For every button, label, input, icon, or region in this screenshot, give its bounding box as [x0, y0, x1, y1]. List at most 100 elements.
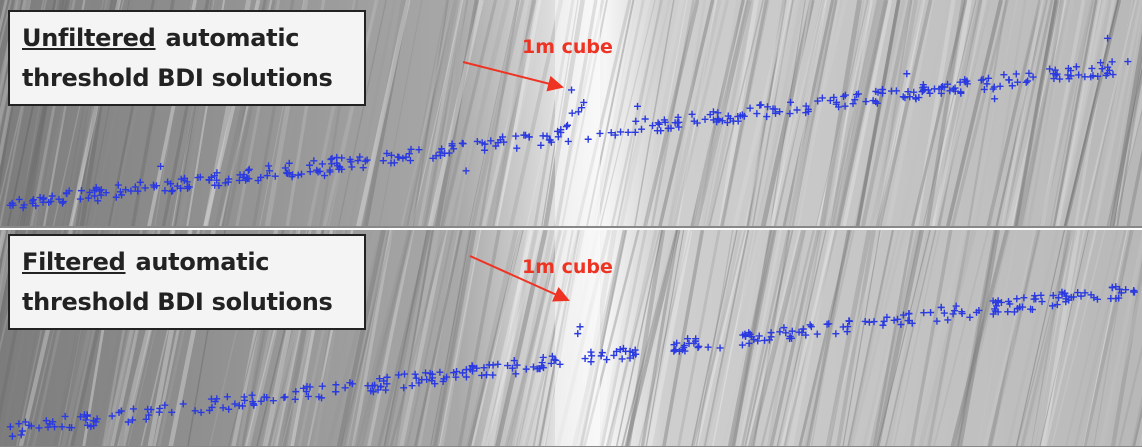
streak	[484, 230, 543, 447]
streak	[444, 0, 503, 227]
marker	[374, 386, 382, 394]
marker	[134, 187, 142, 195]
streak	[1080, 0, 1137, 227]
marker	[814, 97, 822, 105]
marker	[522, 365, 530, 373]
marker	[341, 384, 349, 392]
streak	[986, 0, 1042, 227]
streak	[995, 0, 1048, 227]
streak	[620, 230, 678, 447]
marker	[818, 94, 826, 102]
marker	[996, 82, 1004, 90]
marker	[568, 109, 576, 117]
streak	[1021, 0, 1075, 227]
marker	[1051, 66, 1059, 74]
streak	[467, 230, 524, 447]
streak	[910, 0, 968, 227]
streak	[1001, 0, 1044, 227]
streak	[756, 0, 805, 227]
streak	[645, 0, 688, 227]
streak	[732, 0, 790, 227]
marker	[520, 131, 528, 139]
marker	[118, 191, 126, 199]
marker	[39, 195, 47, 203]
streak	[1108, 72, 1142, 227]
marker	[194, 174, 202, 182]
streak	[770, 0, 826, 227]
marker	[327, 155, 335, 163]
streak	[703, 0, 749, 227]
streak	[876, 230, 931, 447]
marker	[958, 310, 966, 318]
marker	[181, 174, 189, 182]
marker	[168, 187, 176, 195]
streak	[619, 0, 672, 227]
marker	[734, 117, 742, 125]
marker	[61, 412, 69, 420]
marker	[1104, 34, 1112, 42]
marker	[271, 172, 279, 180]
marker	[292, 388, 300, 396]
marker	[879, 321, 887, 329]
marker	[346, 156, 354, 164]
marker	[576, 323, 584, 331]
streak	[441, 0, 478, 227]
marker	[1105, 66, 1113, 74]
streak	[494, 230, 538, 447]
marker	[257, 397, 265, 405]
streak	[790, 0, 839, 227]
marker	[240, 393, 248, 401]
marker	[574, 330, 582, 338]
streak	[488, 230, 533, 447]
marker	[966, 313, 974, 321]
streak	[850, 230, 906, 447]
streak	[849, 230, 895, 447]
streak	[394, 230, 440, 447]
streak	[729, 230, 777, 447]
marker	[59, 198, 67, 206]
marker	[714, 109, 722, 117]
marker	[1074, 289, 1082, 297]
streak	[705, 230, 762, 447]
marker	[97, 191, 105, 199]
streak	[389, 230, 447, 447]
marker	[626, 354, 634, 362]
streak	[377, 230, 432, 447]
streak	[362, 0, 405, 227]
panel	[0, 230, 1142, 447]
marker	[363, 156, 371, 164]
streak	[616, 0, 662, 227]
marker	[684, 335, 692, 343]
marker	[738, 341, 746, 349]
streak	[842, 0, 893, 227]
marker	[910, 88, 918, 96]
streak	[802, 230, 853, 447]
streak	[693, 230, 748, 447]
streak	[1115, 64, 1142, 227]
streak	[696, 0, 752, 227]
marker	[244, 166, 252, 174]
marker	[533, 365, 541, 373]
streak	[745, 230, 804, 447]
streak	[893, 230, 941, 447]
streak	[543, 0, 586, 227]
streak	[1031, 230, 1072, 447]
marker	[68, 424, 76, 432]
marker	[1064, 71, 1072, 79]
marker	[235, 402, 243, 410]
streak	[575, 0, 632, 227]
marker	[473, 364, 481, 372]
marker	[145, 411, 153, 419]
streak	[982, 0, 1040, 227]
streak	[493, 0, 547, 227]
streak	[634, 230, 680, 447]
streak	[877, 0, 933, 227]
arrow	[462, 61, 564, 92]
marker	[1022, 78, 1030, 86]
streak	[615, 0, 671, 227]
streak	[773, 0, 826, 227]
streak	[453, 0, 502, 227]
streak	[402, 0, 448, 227]
streak	[676, 0, 718, 227]
